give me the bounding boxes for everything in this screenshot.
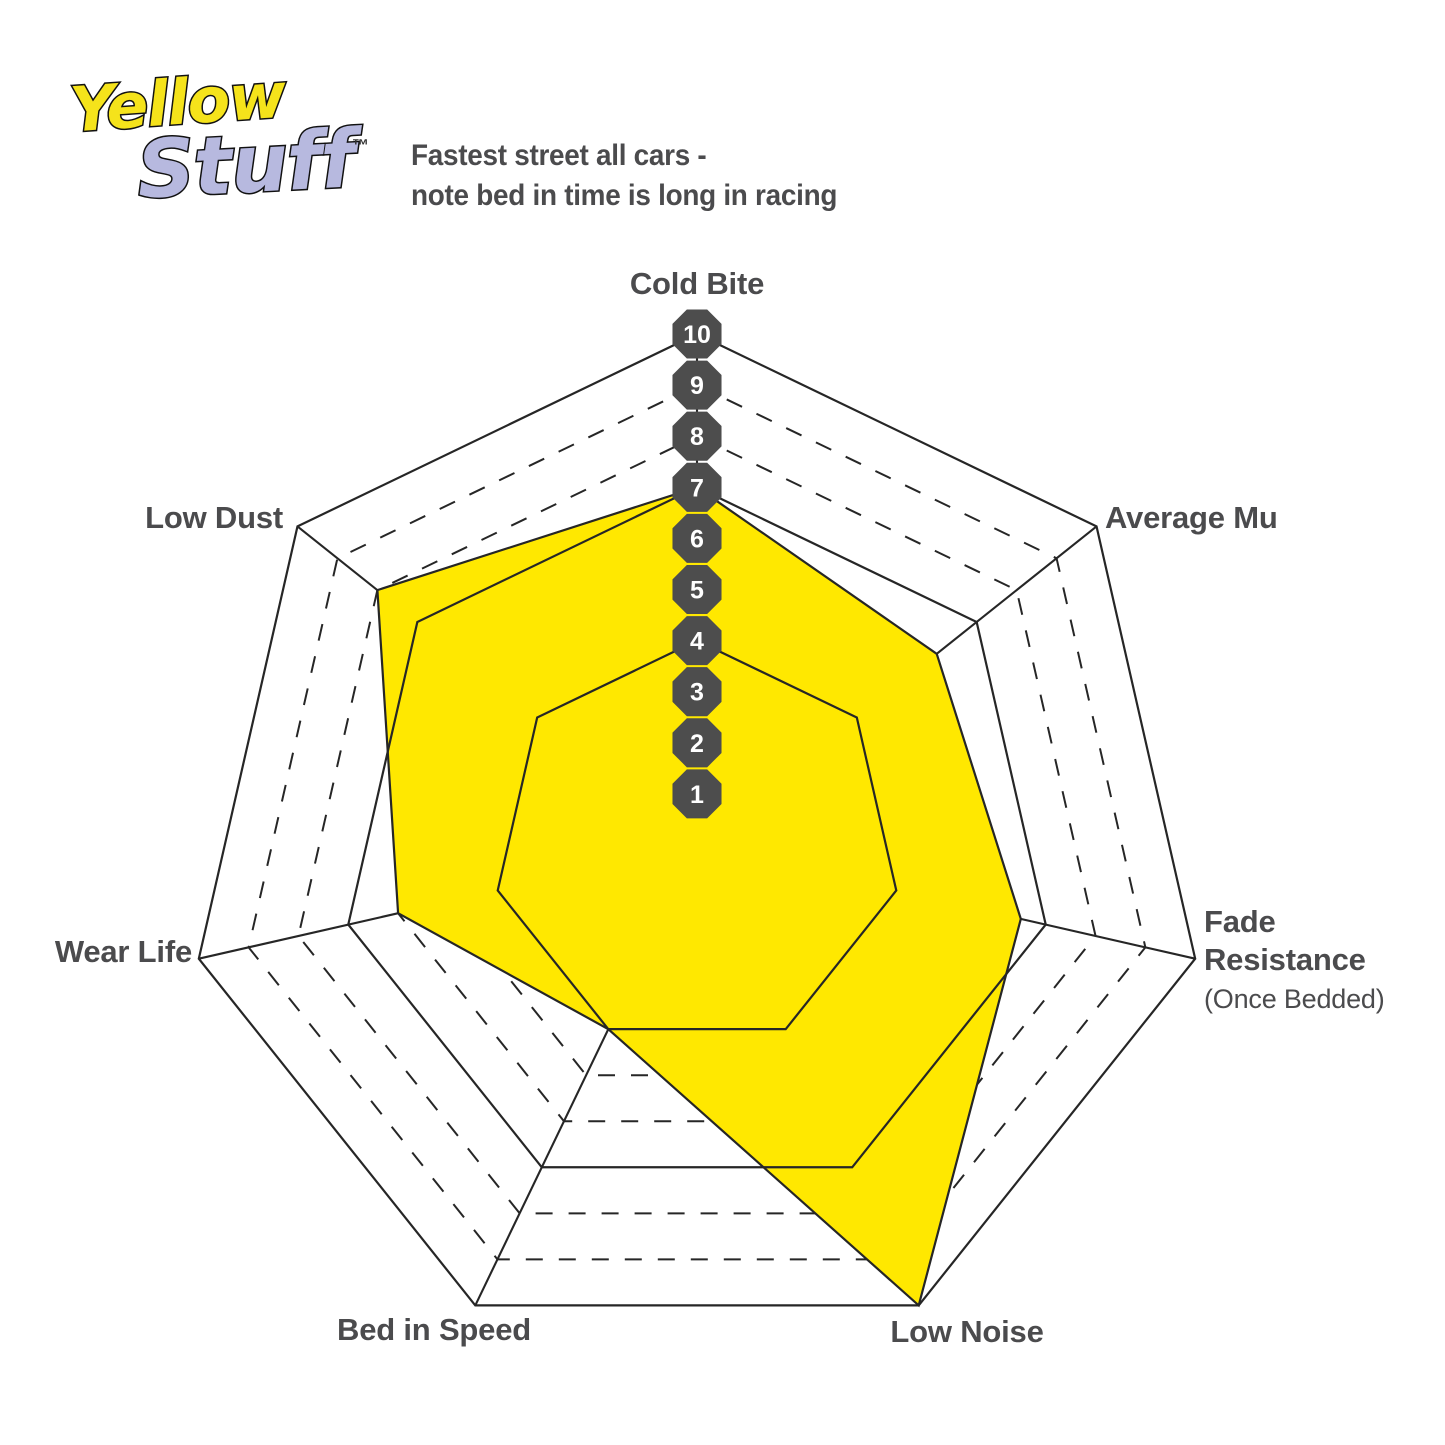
- scale-badge-2: 2: [672, 718, 722, 768]
- scale-badge-label: 1: [690, 781, 704, 809]
- scale-badge-3: 3: [672, 667, 722, 717]
- scale-badge-7: 7: [672, 462, 722, 512]
- chart-title-line-1: Fastest street all cars -: [411, 139, 707, 172]
- axis-label-cold-bite: Cold Bite: [630, 266, 764, 301]
- axis-label-fade-resistance: Fade Resistance (Once Bedded): [1204, 904, 1385, 1014]
- scale-badge-4: 4: [672, 616, 722, 666]
- axis-label-wear-life: Wear Life: [55, 934, 192, 969]
- scale-badge-label: 6: [690, 525, 704, 553]
- scale-badge-label: 9: [690, 372, 704, 400]
- axis-label-bed-in-speed: Bed in Speed: [337, 1312, 531, 1347]
- radar-ring-7: [347, 486, 1047, 1169]
- scale-badge-label: 2: [690, 730, 704, 758]
- scale-badge-5: 5: [672, 564, 722, 615]
- radar-ring-4: [496, 639, 898, 1031]
- scale-badge-label: 7: [690, 474, 704, 502]
- scale-badge-label: 4: [690, 628, 704, 656]
- scale-badge-6: 6: [672, 513, 722, 563]
- radar-grid-rings-front: [197, 332, 1197, 1307]
- axis-label-low-dust: Low Dust: [145, 500, 283, 535]
- scale-badge-label: 3: [690, 679, 704, 707]
- scale-badge-1: 1: [672, 769, 722, 819]
- radar-scale-badges: 1 2 3 4 5 6 7 8 9 10: [672, 309, 722, 819]
- brand-logo: Yellow Stuff ™: [62, 57, 392, 230]
- scale-badge-9: 9: [672, 360, 722, 410]
- scale-badge-10: 10: [672, 309, 722, 359]
- scale-badge-label: 10: [683, 321, 711, 349]
- scale-badge-8: 8: [672, 411, 722, 461]
- radar-ring-10: [197, 332, 1197, 1307]
- axis-label-average-mu: Average Mu: [1105, 500, 1278, 535]
- scale-badge-label: 5: [690, 577, 704, 605]
- chart-title-line-2: note bed in time is long in racing: [411, 178, 838, 212]
- scale-badge-label: 8: [690, 423, 704, 451]
- axis-label-low-noise: Low Noise: [890, 1314, 1043, 1349]
- chart-title: Fastest street all cars - note bed in ti…: [411, 136, 1006, 215]
- radar-axis-labels: Cold Bite Average Mu Fade Resistance (Once B…: [55, 266, 1385, 1349]
- radar-ring-9: [247, 383, 1147, 1261]
- trademark-icon: ™: [352, 136, 369, 155]
